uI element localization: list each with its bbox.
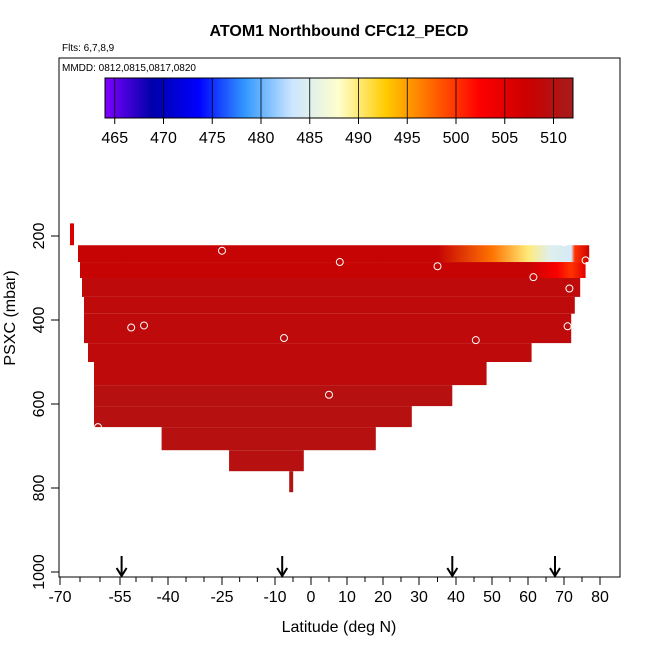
sample-marker	[94, 423, 102, 432]
x-tick-label: -70	[48, 589, 71, 606]
x-tick-label: 40	[447, 589, 465, 606]
colorbar-tick-label: 495	[394, 130, 421, 147]
heatmap-layer	[94, 362, 487, 386]
x-tick-label: 50	[483, 589, 501, 606]
colorbar-tick-label: 465	[101, 130, 128, 147]
y-axis: 200 400 600 800 1000	[31, 223, 60, 590]
flight-markers	[94, 238, 590, 432]
x-tick-label: 0	[307, 589, 316, 606]
heatmap-layer	[94, 385, 453, 407]
x-tick-label: -10	[263, 589, 286, 606]
heatmap-layer	[94, 406, 412, 428]
sample-marker	[563, 322, 572, 331]
heatmap-layer	[84, 296, 575, 314]
y-tick-label: 400	[31, 307, 48, 334]
colorbar-tick-label: 475	[199, 130, 226, 147]
heatmap-cell	[70, 223, 74, 246]
y-tick-label: 200	[31, 223, 48, 250]
flight-arrow	[549, 556, 561, 578]
colorbar-tick-label: 470	[150, 130, 177, 147]
flight-arrow	[446, 556, 459, 578]
sample-marker	[140, 321, 148, 330]
sample-marker	[218, 246, 226, 255]
colorbar-gradient	[104, 77, 574, 119]
sample-marker	[565, 284, 574, 293]
x-axis-label: Latitude (deg N)	[282, 619, 397, 636]
dates-note: MMDD: 0812,0815,0817,0820	[62, 63, 196, 74]
colorbar-tick-label: 490	[345, 130, 372, 147]
sample-marker	[335, 258, 344, 267]
flight-arrows	[115, 556, 561, 578]
x-tick-label: 30	[410, 589, 428, 606]
sample-marker	[127, 323, 136, 332]
heatmap-layers	[70, 223, 590, 493]
heatmap-layer	[82, 278, 581, 297]
colorbar: 465 470 475 480 485 490 495 500 505 510	[101, 77, 574, 147]
x-tick-label: 80	[591, 589, 609, 606]
colorbar-tick-label: 480	[248, 130, 275, 147]
y-tick-label: 600	[31, 391, 48, 418]
x-tick-label: -25	[210, 589, 233, 606]
heatmap-layer	[84, 313, 572, 344]
x-tick-label: -40	[156, 589, 179, 606]
heatmap-layer	[88, 343, 532, 362]
colorbar-tick-label: 510	[540, 130, 567, 147]
heatmap-layer	[229, 450, 304, 472]
x-tick-label: 20	[374, 589, 392, 606]
flight-arrow	[115, 556, 128, 578]
y-axis-label: PSXC (mbar)	[2, 270, 19, 365]
sample-marker	[529, 273, 538, 282]
heatmap-cell	[289, 471, 294, 493]
sample-marker	[433, 262, 442, 271]
colorbar-tick-label: 500	[443, 130, 470, 147]
colorbar-tick-label: 505	[491, 130, 518, 147]
sample-marker	[280, 334, 288, 343]
x-tick-label: 10	[338, 589, 356, 606]
heatmap-layer	[161, 427, 376, 451]
sample-marker	[581, 256, 590, 265]
colorbar-tick-label: 485	[296, 130, 323, 147]
sample-marker	[325, 390, 333, 399]
x-tick-label: -55	[108, 589, 131, 606]
y-tick-label: 800	[31, 475, 48, 502]
heatmap-layer	[80, 262, 586, 278]
x-tick-label: 60	[519, 589, 537, 606]
sample-marker	[471, 336, 480, 345]
chart-title: ATOM1 Northbound CFC12_PECD	[210, 23, 469, 40]
y-tick-label: 1000	[31, 554, 48, 590]
x-axis: -70 -55 -40 -25 -10 0 10 20 30 40 50 60 70 80	[48, 577, 609, 606]
heatmap-layer	[78, 245, 590, 263]
sample-marker	[560, 238, 568, 247]
flights-note: Flts: 6,7,8,9	[62, 43, 115, 54]
x-tick-label: 70	[555, 589, 573, 606]
flight-arrow	[276, 556, 289, 578]
